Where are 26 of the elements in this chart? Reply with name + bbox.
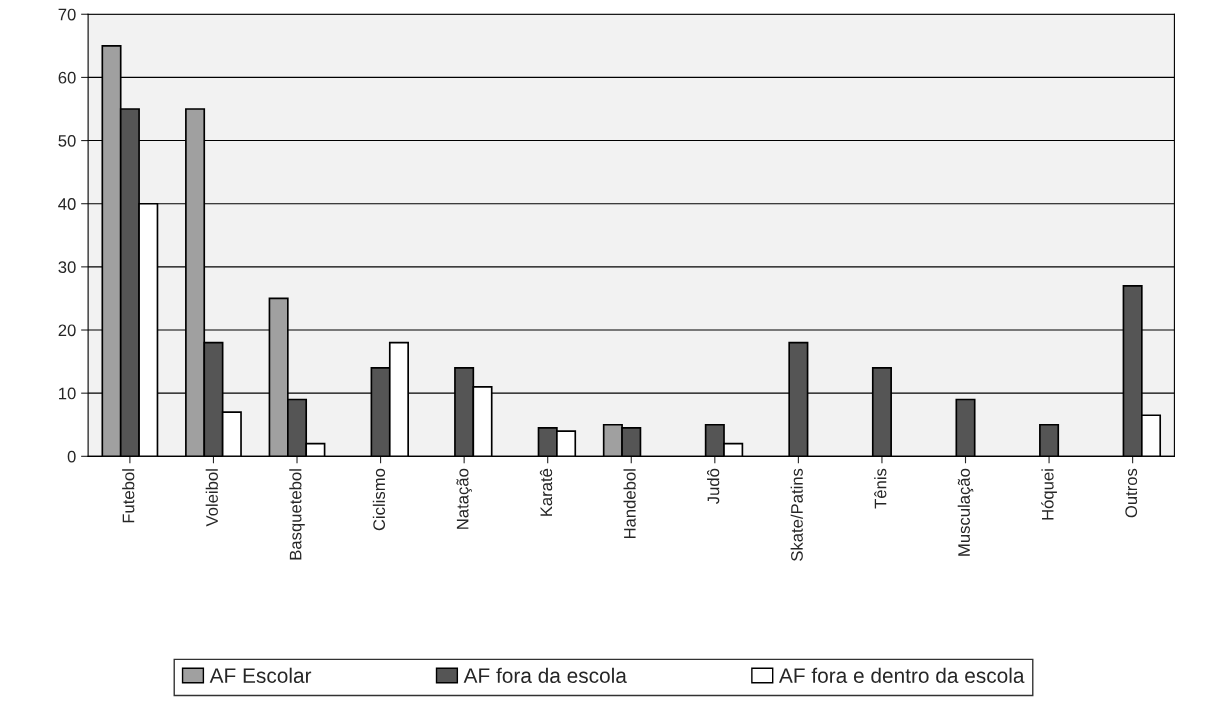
x-tick-label: Musculação — [957, 468, 974, 556]
x-tick-label: Judô — [707, 468, 720, 504]
legend-label: AF fora da escola — [463, 667, 627, 683]
x-tick-label: Outros — [1125, 468, 1138, 518]
y-tick-label: 60 — [58, 71, 76, 84]
y-tick-label: 10 — [59, 387, 76, 400]
y-tick-label: 40 — [58, 198, 76, 210]
x-tick-label: Voleibol — [205, 469, 218, 527]
bar — [1039, 423, 1060, 457]
x-tick-label: Handebol — [623, 469, 636, 539]
bar — [955, 398, 976, 457]
y-tick-label: 0 — [67, 450, 76, 463]
x-tick-label: Karatê — [539, 468, 553, 516]
y-tick-label: 50 — [58, 134, 76, 147]
x-tick-label: Hóquei — [1041, 469, 1057, 520]
x-tick-label: Natação — [456, 468, 472, 529]
x-tick-label: Futebol — [122, 469, 135, 523]
legend-label: AF Escolar — [209, 667, 312, 683]
y-tick-label: 70 — [58, 8, 76, 21]
x-tick-label: Skate/Patins — [790, 468, 803, 561]
y-tick-label: 30 — [58, 261, 76, 274]
x-tick-label: Tênis — [874, 468, 887, 509]
x-tick-label: Basquetebol — [289, 469, 305, 560]
legend-label: AF fora e dentro da escola — [778, 667, 1025, 683]
x-tick-label: Ciclismo — [372, 468, 386, 531]
y-tick-label: 20 — [58, 324, 76, 337]
